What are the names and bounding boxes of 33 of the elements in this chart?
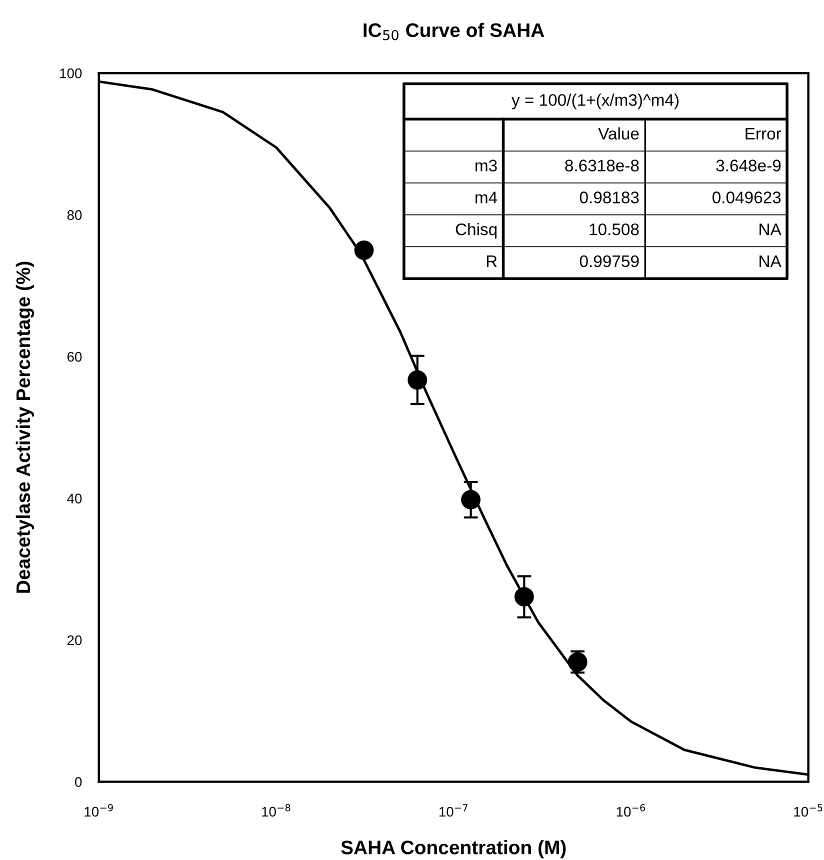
annotation: NA xyxy=(760,256,782,267)
annotation: 0.99759 xyxy=(580,255,639,268)
x-axis-title: SAHA Concentration (M) xyxy=(341,840,566,858)
annotation: R xyxy=(486,256,497,267)
annotation: 8.6318e-8 xyxy=(565,160,639,172)
annotation: m4 xyxy=(476,192,498,204)
y-tick-label: 0 xyxy=(75,777,82,787)
annotation: NA xyxy=(760,224,782,236)
annotation: Value xyxy=(598,127,639,140)
y-tick-label: 60 xyxy=(67,352,82,362)
y-tick-label: 40 xyxy=(67,494,82,504)
annotation: 0.98183 xyxy=(580,192,639,204)
x-tick-label: 10$^{−6}$ xyxy=(616,804,646,817)
y-axis-title: Deacetylase Activity Percentage (%) xyxy=(16,262,34,593)
x-tick-label: 10$^{−8}$ xyxy=(262,804,290,817)
annotation: 10.508 xyxy=(590,223,639,236)
y-tick-label: 20 xyxy=(67,635,82,646)
point xyxy=(408,370,428,390)
annotation: Chisq xyxy=(456,223,497,239)
x-tick-label: 10$^{−9}$ xyxy=(84,804,113,817)
x-tick-label: 10$^{−5}$ xyxy=(794,804,822,817)
annotation: 3.648e-9 xyxy=(716,160,781,172)
x-tick-label: 10$^{−7}$ xyxy=(439,804,468,817)
chart-title: IC$_{50}$ Curve of SAHA xyxy=(364,22,544,40)
point xyxy=(354,240,374,260)
point xyxy=(514,587,534,607)
y-tick-label: 100 xyxy=(60,68,82,78)
annotation: 0.049623 xyxy=(712,192,781,204)
y-tick-label: 80 xyxy=(67,210,82,220)
annotation: Error xyxy=(746,128,782,140)
point xyxy=(461,490,481,510)
annotation: y = 100/(1+(x/m3)^m4) xyxy=(512,94,679,110)
annotation: m3 xyxy=(476,160,497,172)
